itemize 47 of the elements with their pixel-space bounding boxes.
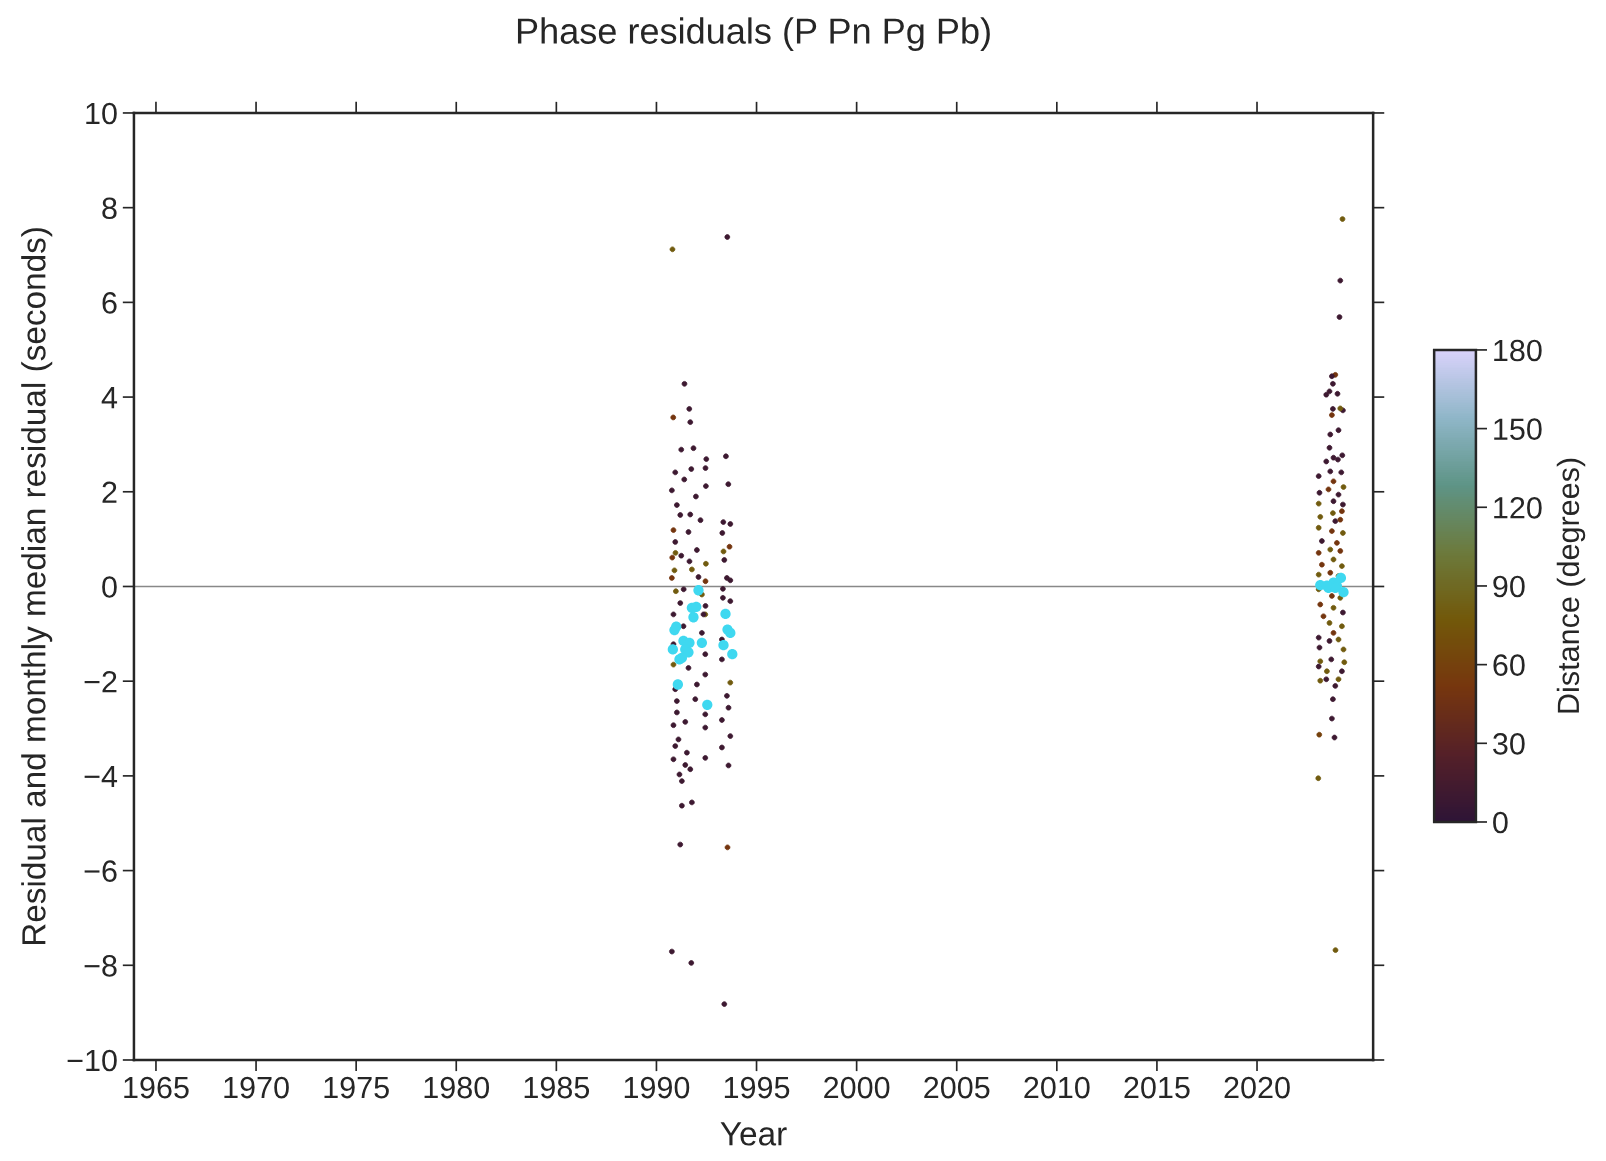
x-tick-label: 1975 xyxy=(324,1076,389,1099)
y-axis-title: Residual and monthly median residual (seconds) xyxy=(21,228,53,945)
point xyxy=(667,644,679,655)
x-tick-label: 2020 xyxy=(1224,1076,1290,1099)
color-bar-label: 120 xyxy=(1494,497,1542,519)
color-bar-label: 30 xyxy=(1493,733,1525,755)
x-tick-label: 2000 xyxy=(824,1076,890,1099)
y-tick-label: −4 xyxy=(84,765,118,787)
point xyxy=(693,585,704,596)
point xyxy=(727,649,738,660)
x-tick-label: 1990 xyxy=(624,1076,690,1099)
point xyxy=(718,640,729,651)
x-tick-label: 1985 xyxy=(524,1076,590,1099)
color-bar-label: 0 xyxy=(1493,811,1508,834)
x-tick-label: 2015 xyxy=(1124,1076,1190,1099)
chart-title: Phase residuals (P Pn Pg Pb) xyxy=(517,17,990,52)
point xyxy=(720,608,731,620)
point xyxy=(1335,572,1347,584)
x-tick-label: 1995 xyxy=(724,1076,790,1099)
y-tick-label: −8 xyxy=(84,955,117,977)
point xyxy=(696,637,708,648)
x-tick-label: 2010 xyxy=(1024,1076,1090,1099)
point xyxy=(669,624,680,636)
point xyxy=(702,699,713,711)
point xyxy=(672,679,684,690)
point xyxy=(725,627,736,639)
y-tick-label: 2 xyxy=(102,481,117,503)
y-tick-label: 0 xyxy=(102,576,117,598)
x-tick-label: 2005 xyxy=(924,1076,990,1099)
y-tick-label: 8 xyxy=(102,197,117,220)
y-tick-label: −10 xyxy=(67,1049,117,1072)
y-tick-label: −6 xyxy=(84,860,117,882)
x-tick-label: 1965 xyxy=(124,1076,189,1099)
x-axis-title: Year xyxy=(720,1122,787,1146)
y-tick-label: 10 xyxy=(86,102,117,125)
point xyxy=(1338,587,1349,598)
color-bar-label: 150 xyxy=(1494,418,1542,440)
color-bar-label: 180 xyxy=(1494,339,1542,362)
x-tick-label: 1980 xyxy=(424,1076,490,1099)
color-bar-label: 90 xyxy=(1493,575,1525,598)
color-bar-title: Distance (degrees) xyxy=(1556,458,1586,713)
y-tick-label: −2 xyxy=(84,670,117,693)
y-tick-label: 4 xyxy=(101,387,118,409)
x-tick-label: 1970 xyxy=(224,1076,289,1099)
point xyxy=(688,612,699,623)
color-bar-label: 60 xyxy=(1493,654,1525,677)
y-tick-label: 6 xyxy=(102,292,117,314)
